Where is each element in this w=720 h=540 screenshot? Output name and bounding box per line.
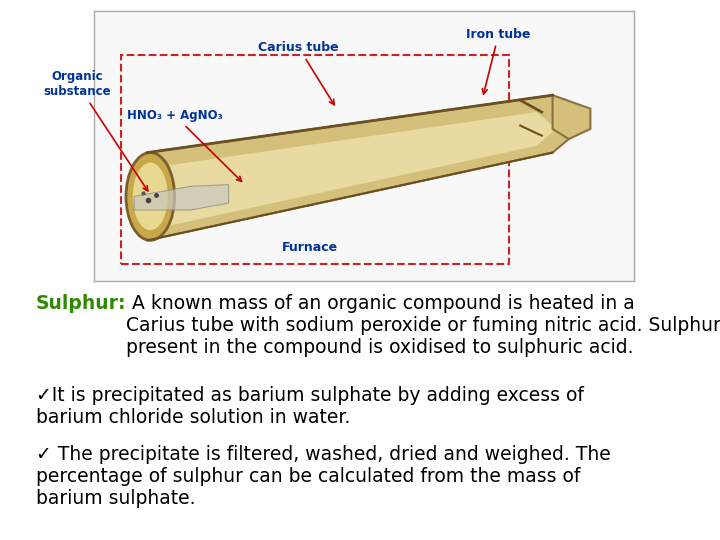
Polygon shape [134, 185, 229, 210]
Ellipse shape [132, 163, 168, 230]
Text: ✓ The precipitate is filtered, washed, dried and weighed. The
percentage of sulp: ✓ The precipitate is filtered, washed, d… [36, 446, 611, 509]
Text: Iron tube: Iron tube [467, 28, 531, 94]
Polygon shape [553, 95, 590, 139]
Polygon shape [164, 112, 553, 227]
Text: ✓It is precipitated as barium sulphate by adding excess of
barium chloride solut: ✓It is precipitated as barium sulphate b… [36, 386, 584, 427]
Text: A known mass of an organic compound is heated in a
Carius tube with sodium perox: A known mass of an organic compound is h… [126, 294, 720, 357]
Ellipse shape [126, 152, 175, 240]
Bar [121, 55, 510, 264]
Text: HNO₃ + AgNO₃: HNO₃ + AgNO₃ [127, 109, 241, 181]
Text: Furnace: Furnace [282, 240, 338, 254]
Text: Organic
substance: Organic substance [44, 70, 148, 191]
Text: Sulphur:: Sulphur: [36, 294, 127, 313]
Text: Carius tube: Carius tube [258, 41, 339, 105]
Polygon shape [148, 95, 569, 240]
